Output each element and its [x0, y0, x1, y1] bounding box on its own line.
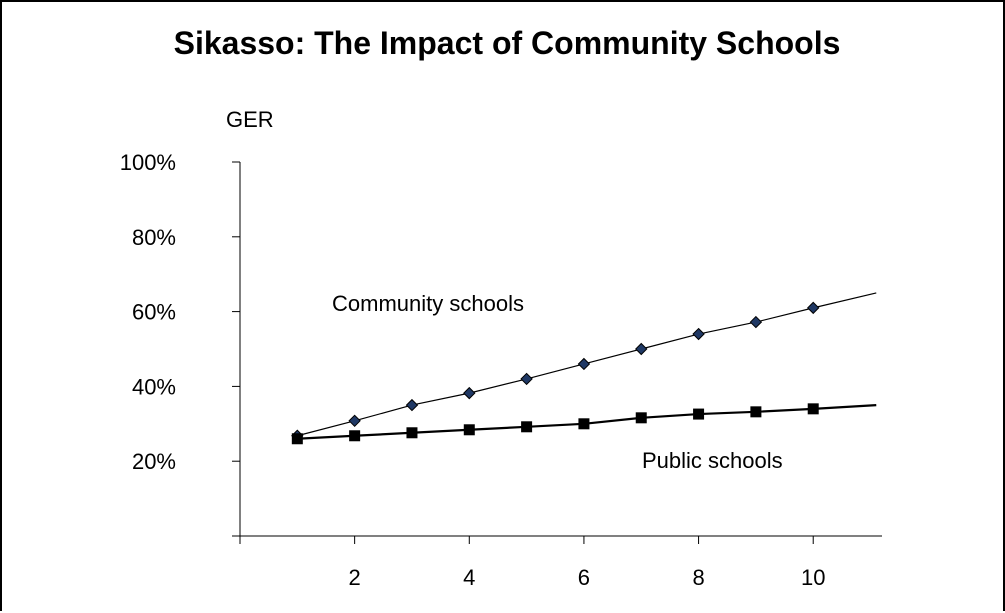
data-point-community-schools [635, 342, 648, 356]
x-tick-label: 2 [349, 565, 361, 590]
series-layer [291, 292, 877, 445]
series-label-community-schools: Community schools [332, 291, 524, 316]
axes: 20% 40% 60% 80% 100% 2 4 6 8 10 [120, 150, 882, 590]
data-point-public-schools [750, 406, 762, 418]
x-tick-label: 6 [578, 565, 590, 590]
data-point-community-schools [348, 414, 361, 428]
data-point-community-schools [749, 315, 763, 329]
x-tick-label: 10 [801, 565, 825, 590]
data-point-community-schools [577, 357, 591, 371]
data-point-community-schools [807, 301, 820, 315]
data-point-public-schools [406, 427, 418, 439]
x-tick-label: 4 [463, 565, 475, 590]
y-tick-label: 20% [132, 449, 176, 474]
data-point-public-schools [349, 430, 361, 442]
data-point-public-schools [521, 421, 533, 433]
data-point-public-schools [463, 424, 475, 436]
data-point-community-schools [520, 372, 533, 386]
y-axis-label: GER [226, 107, 274, 132]
chart-title: Sikasso: The Impact of Community Schools [174, 25, 841, 61]
y-tick-label: 40% [132, 374, 176, 399]
y-tick-label: 80% [132, 225, 176, 250]
data-point-public-schools [807, 403, 819, 415]
data-point-public-schools [291, 433, 303, 445]
series-annotations: Community schools Public schools [332, 291, 783, 473]
data-point-public-schools [693, 408, 705, 420]
y-tick-label: 100% [120, 150, 176, 175]
data-point-community-schools [463, 386, 476, 400]
series-label-public-schools: Public schools [642, 448, 783, 473]
data-point-community-schools [405, 398, 419, 412]
data-point-community-schools [692, 327, 705, 341]
data-point-public-schools [635, 412, 647, 424]
x-tick-label: 8 [692, 565, 704, 590]
y-tick-label: 60% [132, 300, 176, 325]
data-point-public-schools [578, 418, 590, 430]
